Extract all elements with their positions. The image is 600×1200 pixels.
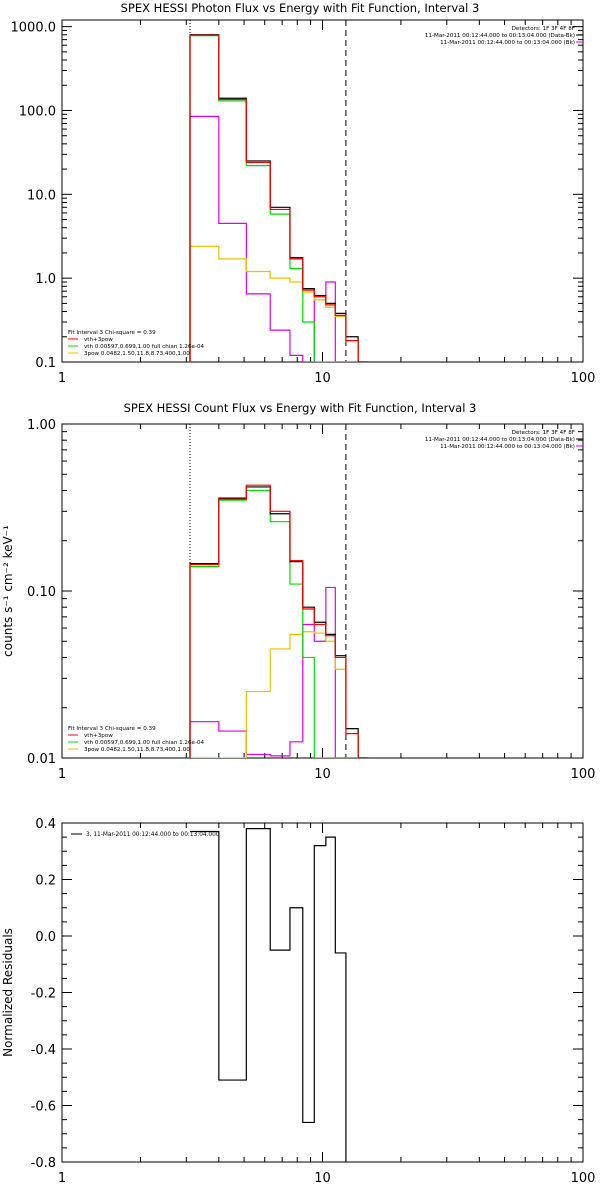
chart-1-legend-2: vth 0.00597,0.699,1.00 full chian 1.26e-… bbox=[84, 344, 205, 350]
chart-2-legend-0: Fit Interval 3 Chi-square = 0.39 bbox=[68, 726, 156, 732]
chart-2-info-0: Detectors: 1F 3F 4F 8F bbox=[512, 430, 575, 436]
chart-1-legend-1: vth+3pow bbox=[84, 337, 113, 343]
chart-3-series-0 bbox=[190, 828, 347, 1162]
chart-1-xtick-label: 1 bbox=[58, 371, 66, 386]
chart-3-xtick-label: 1 bbox=[58, 1171, 66, 1186]
chart-2-series-4 bbox=[189, 586, 369, 758]
chart-1-series-1 bbox=[189, 34, 369, 362]
chart-1-ytick-label: 100.0 bbox=[19, 104, 56, 119]
chart-3-ylabel: Normalized Residuals bbox=[1, 928, 15, 1057]
chart-3-ytick-label: -0.6 bbox=[31, 1100, 56, 1115]
chart-1-ytick-label: 1000.0 bbox=[11, 21, 57, 36]
chart-1-info-2: 11-Mar-2011 00:12:44.000 to 00:13:04.000… bbox=[440, 40, 575, 46]
chart-2-xtick-label: 100 bbox=[571, 767, 596, 782]
chart-3-xtick-label: 10 bbox=[314, 1171, 331, 1186]
chart-3-ytick-label: -0.2 bbox=[31, 987, 56, 1002]
chart-2-series-3 bbox=[190, 631, 369, 758]
chart-2-ytick-label: 0.10 bbox=[27, 585, 56, 600]
chart-1-info-1: 11-Mar-2011 00:12:44.000 to 00:13:04.000… bbox=[425, 33, 575, 39]
chart-1-ytick-label: 10.0 bbox=[27, 188, 56, 203]
chart-1-frame bbox=[61, 19, 584, 363]
chart-1-xtick-label: 10 bbox=[314, 371, 331, 386]
chart-2-series-0 bbox=[189, 486, 369, 758]
chart-2-info-1: 11-Mar-2011 00:12:44.000 to 00:13:04.000… bbox=[425, 437, 575, 443]
chart-3-ytick-label: -0.8 bbox=[31, 1156, 56, 1171]
chart-1-series-2 bbox=[189, 35, 369, 362]
chart-1-info-0: Detectors: 1F 3F 4F 8F bbox=[512, 26, 575, 32]
chart-3-legend-0: 3, 11-Mar-2011 00:12:44.000 to 00:13:04.… bbox=[86, 832, 220, 838]
chart-3-ytick-label: 0.2 bbox=[35, 874, 56, 889]
chart-2-ytick-label: 1.00 bbox=[27, 418, 56, 433]
chart-3-frame bbox=[61, 822, 584, 1163]
chart-1-ytick-label: 0.1 bbox=[35, 356, 56, 371]
chart-2-legend-2: vth 0.00597,0.699,1.00 full chian 1.26e-… bbox=[84, 740, 205, 746]
chart-3-xtick-label: 100 bbox=[571, 1171, 596, 1186]
chart-1-series-4 bbox=[189, 115, 369, 362]
chart-1-series-3 bbox=[189, 245, 369, 362]
chart-1-legend-3: 3pow 0.0482,1.50,11.8,8.73,400,1.00 bbox=[84, 351, 190, 357]
chart-2-legend-3: 3pow 0.0482,1.50,11.8,8.73,400,1.00 bbox=[84, 747, 190, 753]
chart-2-xtick-label: 1 bbox=[58, 767, 66, 782]
chart-2-series-1 bbox=[189, 484, 369, 758]
chart-1-series-0 bbox=[189, 34, 369, 362]
chart-3-ytick-label: 0.0 bbox=[35, 930, 56, 945]
chart-3-ytick-label: 0.4 bbox=[35, 817, 56, 832]
chart-3-ytick-label: -0.4 bbox=[31, 1043, 56, 1058]
chart-2-ytick-label: 0.01 bbox=[27, 752, 56, 767]
chart-1-xtick-label: 100 bbox=[571, 371, 596, 386]
chart-2-ylabel: counts s⁻¹ cm⁻² keV⁻¹ bbox=[1, 525, 15, 657]
chart-2-xtick-label: 10 bbox=[314, 767, 331, 782]
chart-1-legend-0: Fit Interval 3 Chi-square = 0.39 bbox=[68, 330, 156, 336]
chart-1-ytick-label: 1.0 bbox=[35, 272, 56, 287]
chart-2-title: SPEX HESSI Count Flux vs Energy with Fit… bbox=[124, 401, 477, 415]
chart-2-info-2: 11-Mar-2011 00:12:44.000 to 00:13:04.000… bbox=[440, 444, 575, 450]
chart-1-title: SPEX HESSI Photon Flux vs Energy with Fi… bbox=[121, 1, 480, 15]
chart-2-series-2 bbox=[189, 489, 369, 758]
chart-2-legend-1: vth+3pow bbox=[84, 733, 113, 739]
chart-2-frame bbox=[61, 423, 584, 759]
